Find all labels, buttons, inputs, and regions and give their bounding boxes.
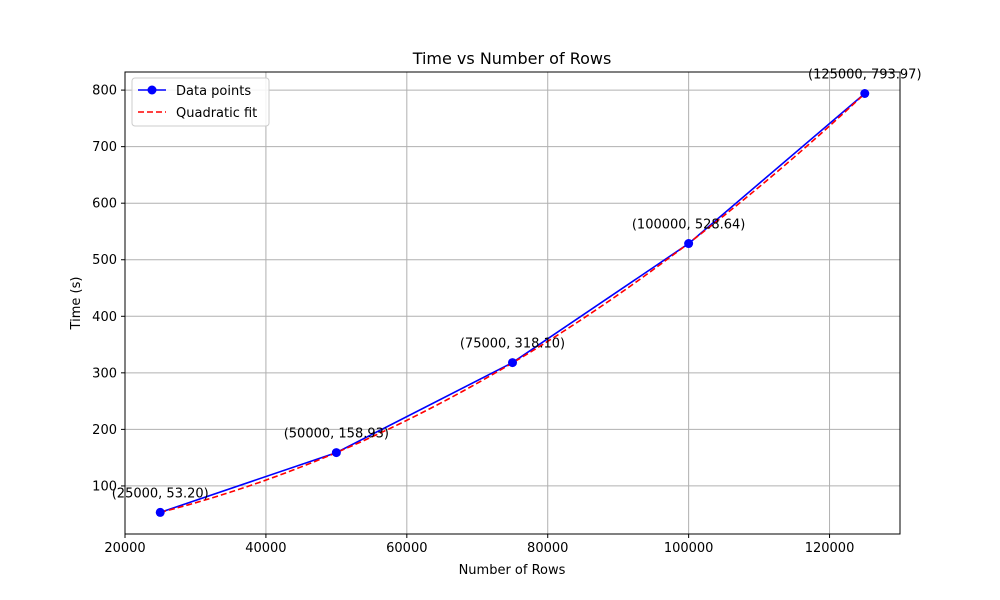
x-tick-label: 60000 (386, 541, 427, 556)
data-point-marker (155, 507, 165, 517)
x-tick-label: 40000 (245, 541, 286, 556)
plot-frame (124, 71, 901, 535)
x-tick-label: 80000 (527, 541, 568, 556)
data-point-label: (25000, 53.20) (112, 486, 209, 501)
quadratic-fit-line (160, 93, 866, 514)
y-tick-label: 400 (92, 310, 117, 325)
y-tick-label: 100 (92, 479, 117, 494)
annotations: (25000, 53.20) (50000, 158.93) (75000, 318… (112, 68, 922, 502)
data-point-label: (75000, 318.10) (460, 337, 565, 352)
y-tick-label: 500 (92, 253, 117, 268)
y-tick-label: 800 (92, 84, 117, 99)
series-layer (155, 89, 870, 517)
grid (124, 72, 900, 534)
y-tick-label: 300 (92, 366, 117, 381)
data-point-label: (125000, 793.97) (808, 68, 922, 83)
x-tick-label: 120000 (805, 541, 855, 556)
x-axis-label: Number of Rows (459, 563, 566, 578)
legend-box (131, 77, 270, 127)
y-tick-label: 200 (92, 423, 117, 438)
y-tick-label: 600 (92, 197, 117, 212)
data-point-marker (684, 239, 694, 249)
data-point-label: (100000, 528.64) (632, 218, 746, 233)
data-point-marker (508, 358, 517, 368)
x-tick-label: 20000 (104, 541, 145, 556)
legend: Data points Quadratic fit (131, 77, 270, 127)
chart-title: Time vs Number of Rows (412, 49, 612, 68)
legend-label-data-points: Data points (176, 84, 251, 99)
y-tick-label: 700 (92, 140, 117, 155)
data-point-marker (331, 448, 341, 458)
x-tick-label: 100000 (664, 541, 714, 556)
plot-area (125, 72, 900, 534)
data-point-marker (860, 89, 870, 99)
data-point-label: (50000, 158.93) (284, 427, 389, 442)
y-axis-label: Time (s) (69, 277, 84, 331)
legend-label-quadratic-fit: Quadratic fit (176, 106, 257, 121)
legend-marker-data-points (147, 85, 157, 95)
ticks: 20000 40000 60000 80000 100000 120000 100 200 30… (92, 84, 854, 556)
